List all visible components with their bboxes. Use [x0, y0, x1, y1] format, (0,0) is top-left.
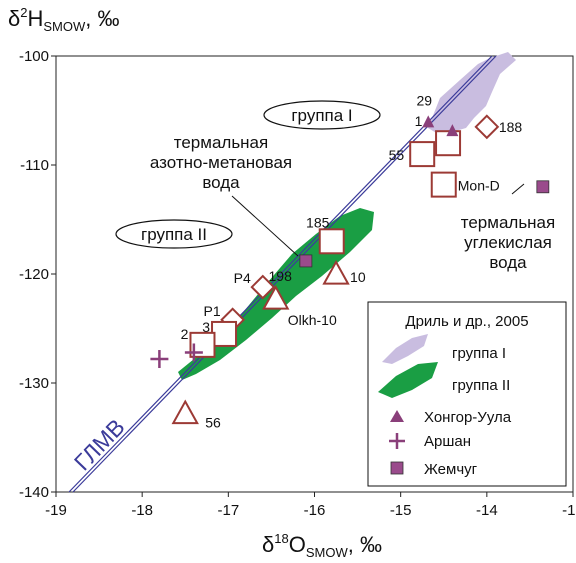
diamond-point-label: P1	[204, 303, 221, 319]
square-point-label: Mon-D	[458, 178, 500, 194]
gmwl-line	[68, 55, 497, 493]
legend-arshan-marker	[389, 433, 405, 449]
zhemchug-point	[299, 254, 313, 268]
x-tick-label: -19	[45, 502, 67, 519]
x-tick-label: -17	[217, 502, 239, 519]
group2-ellipse-label: группа II	[115, 219, 233, 249]
arshan-point	[150, 350, 169, 369]
thermal-co2-leader	[511, 183, 525, 195]
group1-field	[428, 52, 516, 134]
x-tick-label: -16	[304, 502, 326, 519]
thermal-nitrogen-line1: термальная	[174, 133, 268, 152]
khongor-point-label: 1	[415, 113, 423, 129]
zhemchug-point-label: 198	[269, 268, 293, 284]
thermal-co2-line2: углекислая	[464, 233, 552, 252]
legend-zhemchug-marker	[390, 461, 404, 475]
thermal-nitrogen-line3: вода	[202, 173, 240, 192]
legend-zhemchug-label: Жемчуг	[424, 461, 478, 478]
diamond-point-label: 188	[499, 119, 523, 135]
khongor-point	[422, 115, 435, 128]
thermal-co2-line3: вода	[489, 253, 527, 272]
thermal-co2-line1: термальная	[461, 213, 555, 232]
triangle-point-label: 56	[205, 415, 221, 431]
triangle-point	[262, 285, 290, 310]
legend-khongor-marker	[390, 410, 404, 422]
diamond-point-label: P4	[234, 270, 251, 286]
gmwl-label: ГЛМВ	[69, 414, 130, 476]
x-tick-label: -14	[476, 502, 498, 519]
data-marks: 188 P4 P1 55 Mon-D 185 32 10 Olkh-10 56 29 1 198	[150, 92, 550, 431]
square-point-label: 55	[389, 147, 405, 163]
axis-ticks: -19 -18 -17 -16 -15 -14 -13 -100 -110 -120 -130 -14…	[19, 48, 576, 519]
x-tick-label: -15	[390, 502, 412, 519]
thermal-nitrogen-annotation: термальная азотно-метановая вода	[150, 133, 299, 257]
y-tick-label: -120	[19, 266, 49, 283]
y-tick-label: -140	[19, 484, 49, 501]
legend-group2-label: группа II	[452, 377, 510, 394]
triangle-point	[322, 259, 350, 285]
thermal-nitrogen-leader	[231, 195, 299, 257]
triangle-point-label: 10	[350, 269, 366, 285]
triangle-point	[171, 399, 199, 425]
diamond-point	[474, 114, 500, 140]
group1-ellipse-label: группа I	[263, 100, 381, 130]
x-axis-title: δ18OSMOW, ‰	[262, 531, 382, 560]
khongor-point-label: 29	[416, 92, 432, 108]
y-axis-title: δ2HSMOW, ‰	[8, 5, 120, 34]
legend-arshan-label: Аршан	[424, 433, 471, 450]
x-tick-label: -18	[131, 502, 153, 519]
y-tick-label: -100	[19, 48, 49, 65]
square-point	[211, 320, 238, 347]
arshan-point	[184, 343, 203, 362]
zhemchug-point	[536, 180, 550, 194]
legend-group1-label: группа I	[452, 345, 506, 362]
legend-khongor-label: Хонгор-Уула	[424, 409, 512, 426]
square-point	[318, 228, 345, 255]
legend-group1-swatch	[382, 334, 428, 364]
thermal-nitrogen-line2: азотно-метановая	[150, 153, 292, 172]
legend-group2-swatch	[378, 362, 438, 398]
square-point	[430, 171, 457, 198]
square-point-label: 185	[306, 214, 330, 230]
square-point	[409, 141, 436, 168]
y-tick-label: -110	[20, 157, 49, 174]
group1-text: группа I	[291, 106, 352, 125]
khongor-point	[446, 124, 459, 137]
triangle-point-label: Olkh-10	[288, 312, 337, 328]
thermal-co2-annotation: термальная углекислая вода	[461, 183, 555, 272]
square-point-label: 2	[181, 326, 189, 342]
group2-text: группа II	[141, 225, 207, 244]
legend: Дриль и др., 2005 группа I группа II Хон…	[367, 301, 567, 487]
x-tick-label: -13	[562, 502, 576, 519]
diamond-point	[250, 274, 276, 300]
legend-title: Дриль и др., 2005	[405, 313, 528, 330]
y-tick-label: -130	[19, 375, 49, 392]
square-point-label: 3	[202, 319, 210, 335]
